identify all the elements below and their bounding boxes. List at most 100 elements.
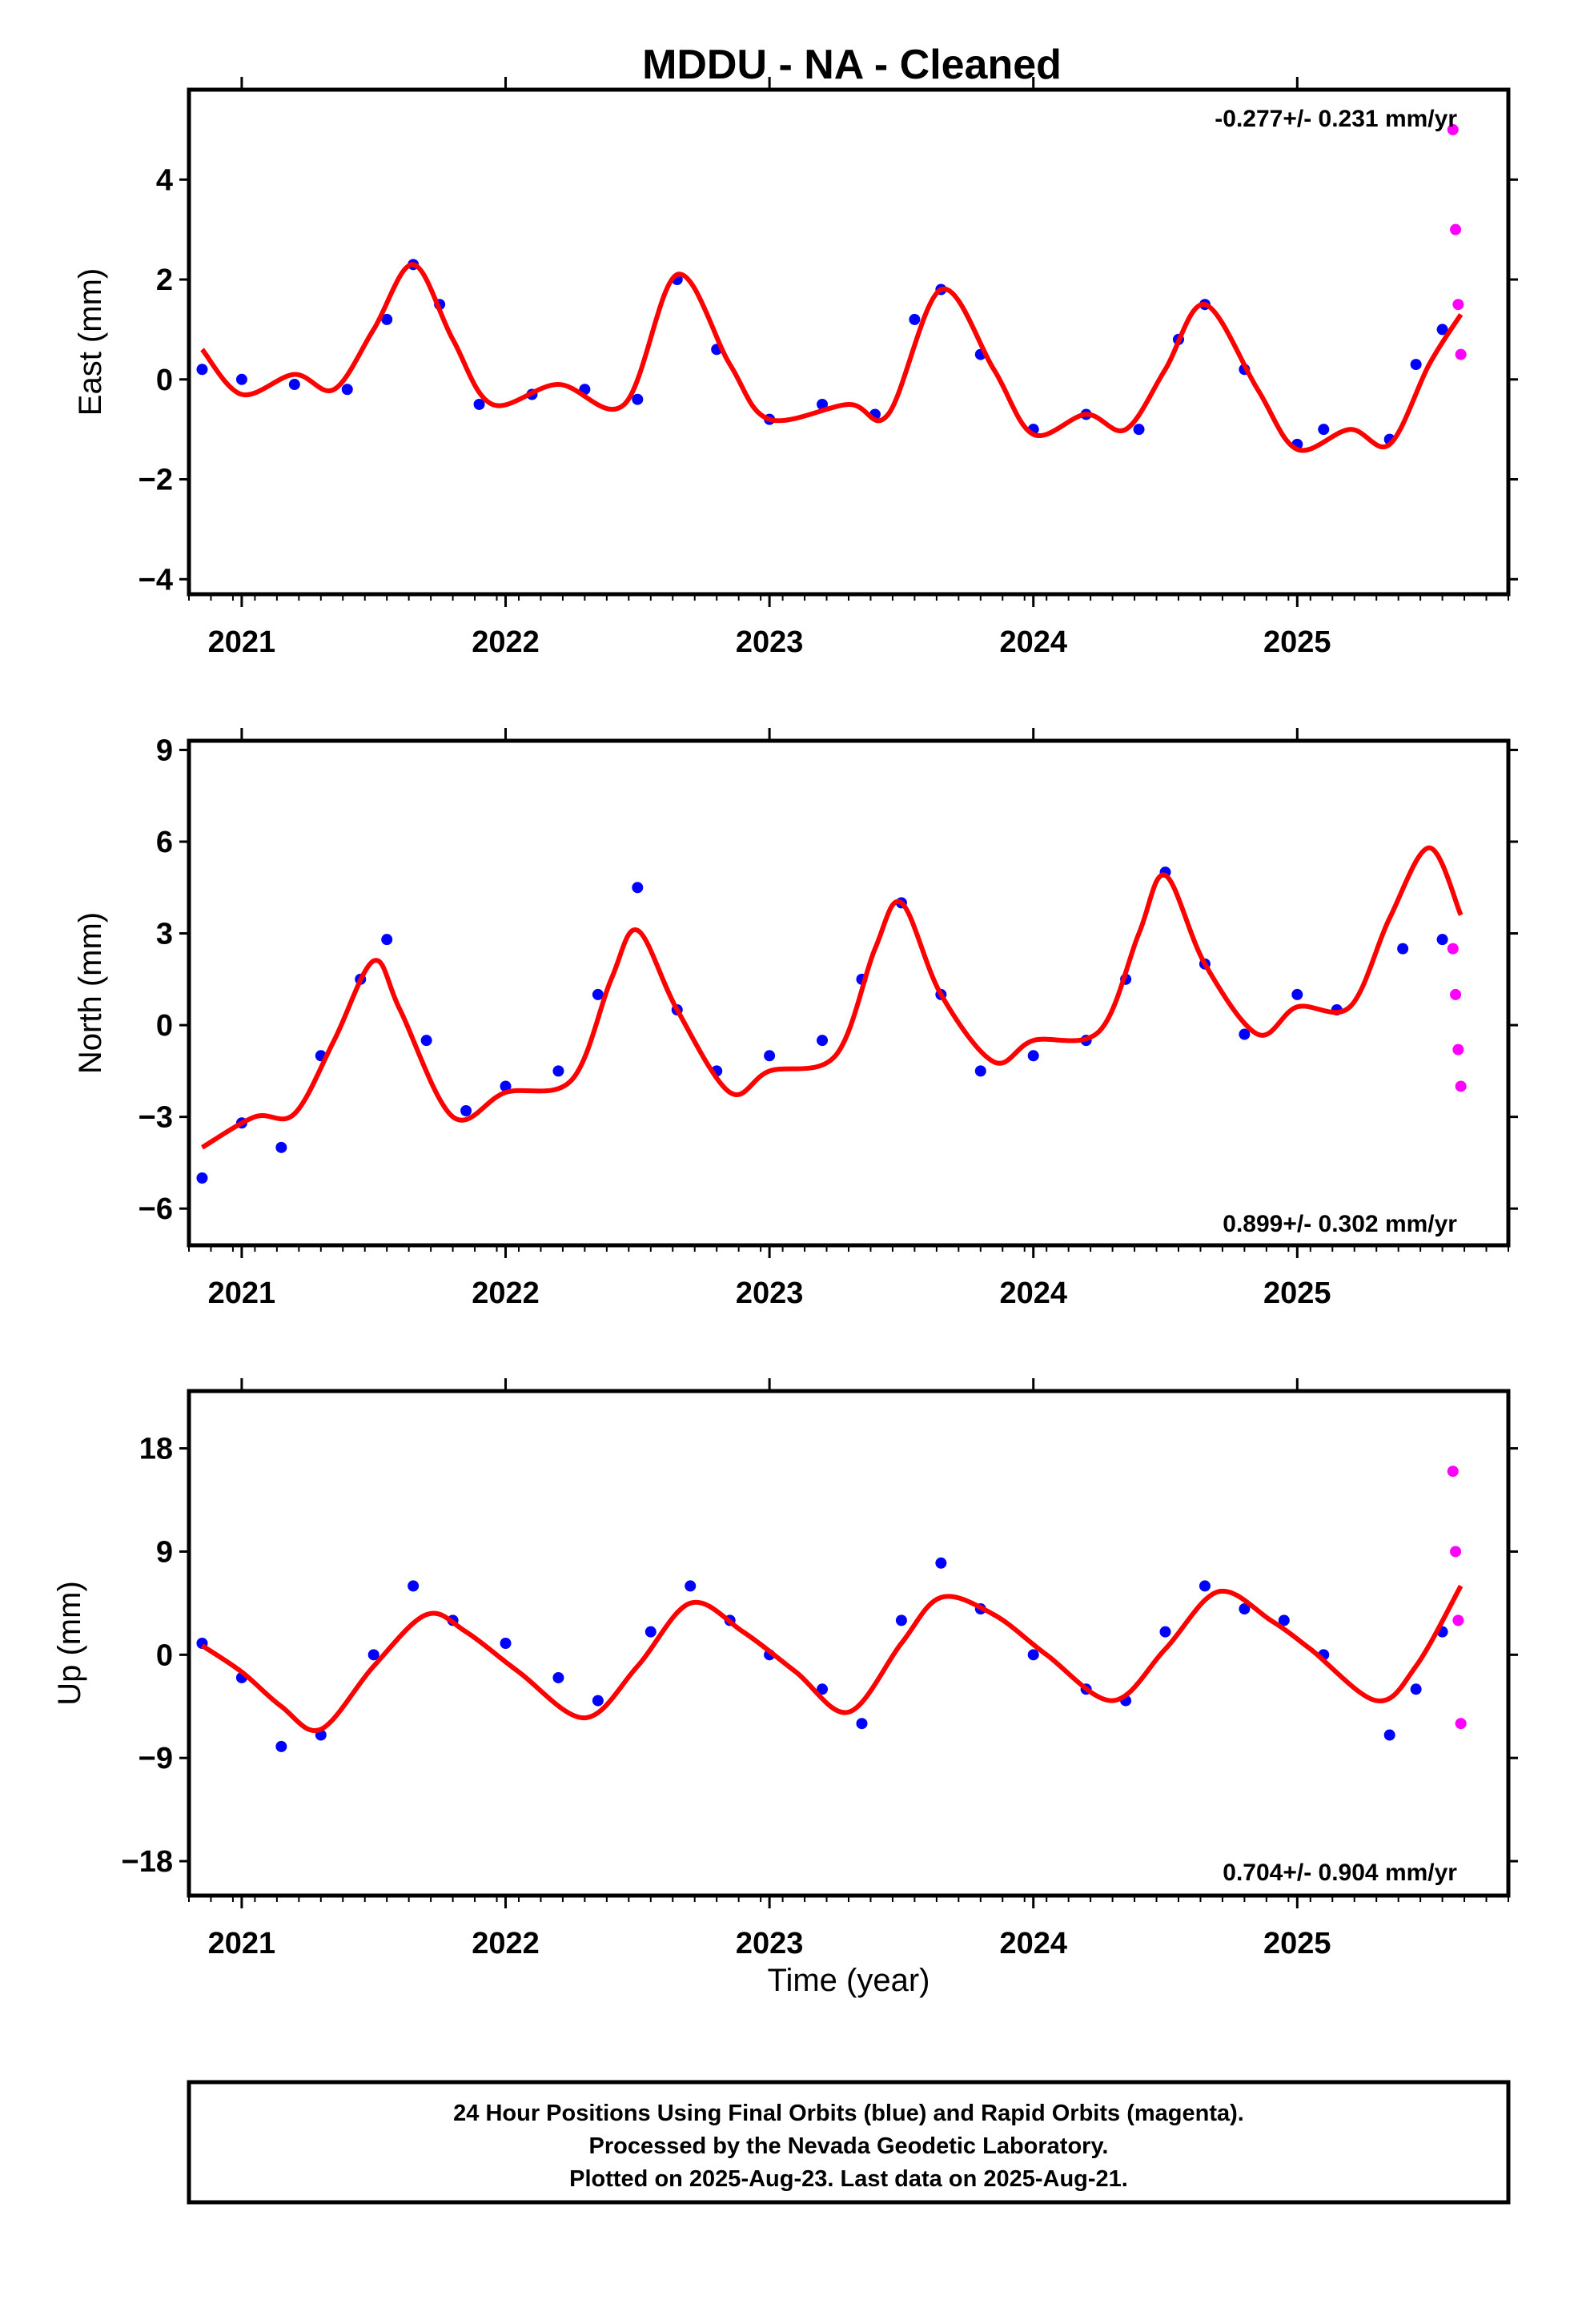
east-final-point bbox=[381, 313, 393, 325]
north-final-point bbox=[1397, 943, 1409, 955]
east-y-tick-label: 4 bbox=[156, 163, 173, 197]
up-final-point bbox=[1199, 1580, 1211, 1592]
up-y-tick-label: 0 bbox=[156, 1638, 173, 1672]
up-rapid-point bbox=[1452, 1614, 1464, 1626]
up-final-point bbox=[408, 1580, 420, 1592]
east-final-point bbox=[817, 398, 829, 410]
north-y-tick-label: −3 bbox=[139, 1101, 173, 1135]
north-rapid-point bbox=[1455, 1080, 1467, 1092]
up-final-point bbox=[552, 1671, 564, 1683]
north-final-point bbox=[381, 934, 393, 946]
north-x-tick-label: 2025 bbox=[1263, 1277, 1331, 1310]
up-rapid-point bbox=[1455, 1718, 1467, 1730]
footer-line-1: 24 Hour Positions Using Final Orbits (bl… bbox=[453, 2101, 1244, 2126]
up-y-axis-label: Up (mm) bbox=[52, 1581, 87, 1706]
east-rapid-point bbox=[1447, 123, 1459, 135]
east-final-point bbox=[1436, 324, 1448, 336]
up-panel: −18 −9 0 9 18 2021 2022 2023 2024 2025 0.704+/- 0… bbox=[52, 1378, 1518, 1960]
north-final-point bbox=[632, 882, 644, 894]
north-rapid-point bbox=[1447, 943, 1459, 955]
east-panel: −4 −2 0 2 4 2021 2022 2023 2024 2025 -0.277+/- 0.… bbox=[73, 77, 1518, 659]
east-y-axis-label: East (mm) bbox=[73, 268, 108, 416]
east-y-tick-label: −4 bbox=[139, 563, 173, 597]
north-y-tick-label: 6 bbox=[156, 826, 173, 859]
north-model-curve bbox=[200, 845, 1464, 1150]
up-rapid-point bbox=[1450, 1546, 1462, 1558]
up-x-tick-label: 2022 bbox=[472, 1927, 540, 1960]
north-y-tick-label: −6 bbox=[139, 1192, 173, 1226]
east-model-curve bbox=[200, 262, 1464, 453]
east-y-tick-label: 2 bbox=[156, 263, 173, 297]
up-y-tick-label: 18 bbox=[139, 1433, 173, 1466]
figure-title: MDDU - NA - Cleaned bbox=[642, 42, 1062, 88]
north-y-tick-label: 9 bbox=[156, 734, 173, 767]
footer-line-2: Processed by the Nevada Geodetic Laborat… bbox=[589, 2133, 1109, 2159]
east-final-point bbox=[196, 364, 208, 376]
up-x-tick-label: 2023 bbox=[736, 1927, 804, 1960]
north-final-point bbox=[974, 1065, 986, 1077]
footer-line-3: Plotted on 2025-Aug-23. Last data on 202… bbox=[569, 2166, 1128, 2192]
north-plot-frame bbox=[187, 738, 1511, 1248]
east-rapid-point bbox=[1452, 299, 1464, 311]
up-x-tick-label: 2024 bbox=[999, 1927, 1067, 1960]
north-final-point bbox=[275, 1141, 287, 1153]
north-x-tick-label: 2021 bbox=[208, 1277, 276, 1310]
up-final-point bbox=[1278, 1614, 1290, 1626]
up-rate-label: 0.704+/- 0.904 mm/yr bbox=[1223, 1860, 1457, 1886]
north-y-axis-label: North (mm) bbox=[73, 912, 108, 1074]
up-final-point bbox=[1383, 1729, 1395, 1741]
east-final-point bbox=[288, 379, 300, 391]
north-rate-label: 0.899+/- 0.302 mm/yr bbox=[1223, 1211, 1457, 1237]
north-x-tick-label: 2022 bbox=[472, 1277, 540, 1310]
up-final-point bbox=[1239, 1603, 1251, 1615]
north-final-point bbox=[1239, 1028, 1251, 1040]
north-final-point bbox=[817, 1035, 829, 1047]
north-x-tick-label: 2023 bbox=[736, 1277, 804, 1310]
east-x-tick-label: 2024 bbox=[999, 625, 1067, 659]
north-final-point bbox=[1291, 988, 1303, 1000]
north-y-tick-label: 3 bbox=[156, 918, 173, 951]
up-x-tick-label: 2025 bbox=[1263, 1927, 1331, 1960]
footer-box bbox=[187, 2080, 1511, 2205]
up-final-point bbox=[592, 1695, 604, 1707]
east-x-tick-label: 2022 bbox=[472, 625, 540, 659]
up-final-point bbox=[275, 1740, 287, 1752]
up-final-point bbox=[644, 1626, 656, 1638]
north-x-tick-label: 2024 bbox=[999, 1277, 1067, 1310]
north-final-point bbox=[196, 1172, 208, 1184]
east-rapid-point bbox=[1450, 223, 1462, 235]
up-final-point bbox=[500, 1638, 512, 1649]
up-final-point bbox=[685, 1580, 697, 1592]
north-y-tick-label: 0 bbox=[156, 1009, 173, 1043]
up-final-point bbox=[367, 1649, 379, 1661]
up-y-tick-label: 9 bbox=[156, 1535, 173, 1569]
east-final-point bbox=[1410, 359, 1422, 371]
up-final-point bbox=[895, 1614, 907, 1626]
north-final-point bbox=[592, 988, 604, 1000]
east-y-tick-label: 0 bbox=[156, 364, 173, 397]
up-rapid-point bbox=[1447, 1466, 1459, 1478]
east-final-point bbox=[341, 384, 353, 396]
north-final-point bbox=[420, 1035, 432, 1047]
up-final-point bbox=[856, 1718, 868, 1730]
north-final-point bbox=[460, 1105, 472, 1116]
up-y-tick-label: −9 bbox=[139, 1742, 173, 1775]
up-plot-frame bbox=[187, 1389, 1511, 1898]
east-final-point bbox=[473, 398, 485, 410]
north-panel: −6 −3 0 3 6 9 2021 2022 2023 2024 2025 0.899+/- 0.… bbox=[73, 728, 1518, 1310]
north-rapid-point bbox=[1452, 1043, 1464, 1055]
east-final-point bbox=[1318, 424, 1330, 436]
east-rate-label: -0.277+/- 0.231 mm/yr bbox=[1215, 106, 1457, 132]
north-final-point bbox=[1436, 934, 1448, 946]
up-final-point bbox=[1159, 1626, 1171, 1638]
east-plot-frame bbox=[187, 87, 1511, 597]
north-final-point bbox=[552, 1065, 564, 1077]
up-x-tick-label: 2021 bbox=[208, 1927, 276, 1960]
east-x-tick-label: 2023 bbox=[736, 625, 804, 659]
north-final-point bbox=[500, 1080, 512, 1092]
up-y-tick-label: −18 bbox=[122, 1845, 173, 1879]
east-x-tick-label: 2021 bbox=[208, 625, 276, 659]
east-final-point bbox=[1133, 424, 1145, 436]
east-final-point bbox=[909, 313, 921, 325]
